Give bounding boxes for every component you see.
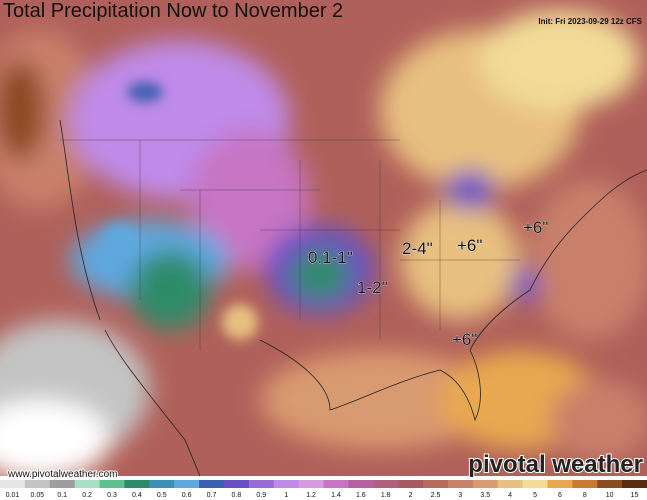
legend-swatch [99, 480, 125, 488]
legend-label: 6 [558, 492, 562, 499]
legend-label: 0.8 [232, 492, 242, 499]
legend-swatch [248, 480, 275, 488]
legend-label: 0.2 [82, 492, 92, 499]
annotation: +6" [523, 218, 548, 237]
annotation: +6" [452, 330, 477, 349]
brand: pivotal weather [468, 451, 643, 478]
legend-swatch [323, 480, 349, 488]
legend-label: 15 [631, 492, 639, 499]
legend-label: 0.7 [207, 492, 217, 499]
legend-swatch [547, 480, 573, 488]
legend-swatch [149, 480, 175, 488]
legend-label: 1.4 [331, 492, 341, 499]
legend-label: 0.1 [57, 492, 67, 499]
annotations: 0.1-1"1-2" 2-4" +6" +6" +6" [308, 218, 549, 350]
legend-swatch [174, 480, 200, 488]
legend-label: 2.5 [431, 492, 441, 499]
legend-swatch [0, 480, 26, 488]
legend-swatch [348, 480, 374, 488]
legend-label: 0.01 [6, 492, 20, 499]
legend-label: 3.5 [480, 492, 490, 499]
legend-label: 10 [606, 492, 614, 499]
borders [60, 139, 520, 350]
legend-label: 2 [409, 492, 413, 499]
legend-label: 0.3 [107, 492, 117, 499]
legend-swatch [373, 480, 399, 488]
legend-swatch [24, 480, 51, 488]
title: Total Precipitation Now to November 2 [3, 0, 343, 22]
legend-swatch [273, 480, 300, 488]
legend-swatch [423, 480, 449, 488]
annotation: 1-2" [357, 278, 388, 297]
legend-swatch [497, 480, 524, 488]
legend-swatch [472, 480, 499, 488]
legend-label: 1.6 [356, 492, 366, 499]
legend-label: 5 [533, 492, 537, 499]
legend-label: 0.6 [182, 492, 192, 499]
legend-label: 4 [508, 492, 512, 499]
legend-swatch [522, 480, 548, 488]
annotation: 2-4" [402, 239, 433, 258]
legend-label: 8 [583, 492, 587, 499]
legend-swatch [124, 480, 150, 488]
legend: 0.01 0.05 0.1 0.2 0.3 0.4 0.5 0.6 0.7 0.8 0.9 1 1.2 1… [0, 480, 647, 499]
legend-swatch [447, 480, 474, 488]
precip-field [0, 0, 647, 476]
init-time: Init: Fri 2023-09-29 12z CFS [538, 17, 642, 26]
legend-swatch [298, 480, 324, 488]
website: www.pivotalweather.com [7, 469, 118, 480]
legend-label: 3 [458, 492, 462, 499]
legend-label: 1.2 [306, 492, 316, 499]
annotation: +6" [457, 236, 482, 255]
legend-swatch [49, 480, 76, 488]
legend-swatch [398, 480, 424, 488]
legend-label: 0.5 [157, 492, 167, 499]
legend-swatch [622, 480, 647, 488]
legend-label: 1 [284, 492, 288, 499]
legend-label: 1.8 [381, 492, 391, 499]
legend-swatch [199, 480, 225, 488]
legend-label: 0.4 [132, 492, 142, 499]
annotation: 0.1-1" [308, 248, 353, 267]
coastline [59, 119, 647, 476]
legend-label: 0.9 [256, 492, 266, 499]
legend-label: 0.05 [31, 492, 45, 499]
legend-swatch [74, 480, 101, 488]
legend-swatch [223, 480, 250, 488]
legend-swatch [597, 480, 623, 488]
legend-swatch [572, 480, 598, 488]
